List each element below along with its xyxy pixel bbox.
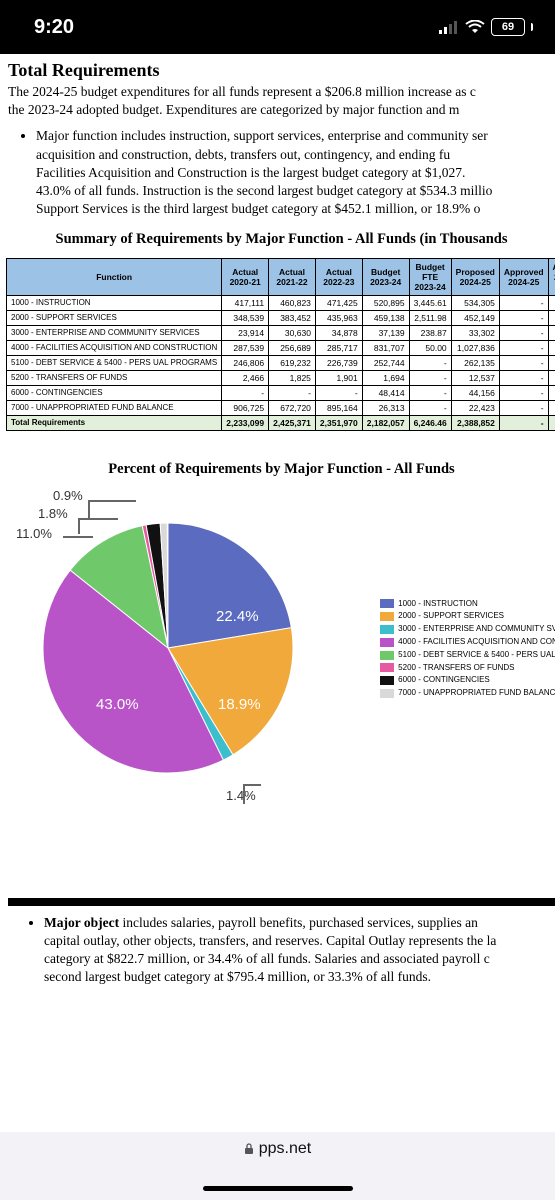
legend-item: 5200 - TRANSFERS OF FUNDS (380, 662, 555, 675)
chart-legend: 1000 - INSTRUCTION2000 - SUPPORT SERVICE… (380, 598, 555, 700)
legend-item: 7000 - UNAPPROPRIATED FUND BALANCE (380, 687, 555, 700)
pie-slice (168, 523, 291, 648)
slice-label: 18.9% (218, 696, 261, 713)
table-header: Proposed 2024-25 (451, 258, 499, 295)
legend-swatch (380, 651, 394, 660)
legend-swatch (380, 689, 394, 698)
table-header: Approved 2024-25 (499, 258, 548, 295)
table-row: 5200 - TRANSFERS OF FUNDS2,4661,8251,901… (7, 370, 555, 385)
footer-section: Major object includes salaries, payroll … (8, 906, 555, 987)
table-row: 7000 - UNAPPROPRIATED FUND BALANCE906,72… (7, 400, 555, 415)
bullet-list-1: Major function includes instruction, sup… (8, 127, 555, 218)
table-header: Budget FTE 2023-24 (409, 258, 451, 295)
legend-swatch (380, 676, 394, 685)
legend-item: 5100 - DEBT SERVICE & 5400 - PERS UAL PR… (380, 649, 555, 662)
legend-swatch (380, 612, 394, 621)
page-divider (8, 898, 555, 906)
table-header: Actual 2021-22 (269, 258, 316, 295)
table-row: 4000 - FACILITIES ACQUISITION AND CONSTR… (7, 340, 555, 355)
intro-paragraph: The 2024-25 budget expenditures for all … (8, 83, 555, 119)
requirements-table: FunctionActual 2020-21Actual 2021-22Actu… (6, 258, 555, 431)
table-row: 5100 - DEBT SERVICE & 5400 - PERS UAL PR… (7, 355, 555, 370)
legend-swatch (380, 599, 394, 608)
legend-swatch (380, 663, 394, 672)
table-total-row: Total Requirements2,233,0992,425,3712,35… (7, 415, 555, 430)
table-title: Summary of Requirements by Major Functio… (8, 231, 555, 248)
table-header: Function (7, 258, 222, 295)
document-viewport[interactable]: Total Requirements The 2024-25 budget ex… (0, 54, 555, 1132)
table-header: Budget 2023-24 (362, 258, 409, 295)
table-header: Adopt 2024-2 (548, 258, 555, 295)
lock-icon (244, 1143, 254, 1155)
status-bar: 9:20 69 (0, 0, 555, 54)
table-row: 3000 - ENTERPRISE AND COMMUNITY SERVICES… (7, 325, 555, 340)
home-indicator[interactable] (203, 1186, 353, 1191)
url-bar[interactable]: pps.net (244, 1140, 311, 1158)
table-header: Actual 2022-23 (315, 258, 362, 295)
slice-label: 43.0% (96, 696, 139, 713)
bullet-1: Major function includes instruction, sup… (36, 127, 555, 218)
table-row: 1000 - INSTRUCTION417,111460,823471,4255… (7, 295, 555, 310)
legend-swatch (380, 625, 394, 634)
callout-label: 1.4% (226, 788, 256, 803)
status-right: 69 (439, 18, 533, 36)
bullet-list-2: Major object includes salaries, payroll … (16, 914, 555, 987)
table-row: 2000 - SUPPORT SERVICES348,539383,452435… (7, 310, 555, 325)
pie-chart-area: 0.9% 1.8% 11.0% 1.4% 22.4% 18.9% 43.0% 1000 -… (8, 488, 555, 808)
callout-label: 11.0% (16, 526, 52, 541)
legend-item: 1000 - INSTRUCTION (380, 598, 555, 611)
table-header: Actual 2020-21 (222, 258, 269, 295)
table-row: 6000 - CONTINGENCIES---48,414-44,156- (7, 385, 555, 400)
section-title: Total Requirements (8, 60, 555, 81)
legend-swatch (380, 638, 394, 647)
slice-label: 22.4% (216, 608, 259, 625)
browser-bottom-bar[interactable]: pps.net (0, 1132, 555, 1200)
battery-icon: 69 (491, 18, 525, 36)
battery-cap (531, 23, 533, 31)
legend-item: 4000 - FACILITIES ACQUISITION AND CON (380, 636, 555, 649)
signal-icon (439, 20, 459, 34)
url-text: pps.net (259, 1140, 311, 1158)
callout-label: 0.9% (53, 488, 83, 503)
legend-item: 6000 - CONTINGENCIES (380, 674, 555, 687)
legend-item: 3000 - ENTERPRISE AND COMMUNITY SVCS (380, 623, 555, 636)
legend-item: 2000 - SUPPORT SERVICES (380, 610, 555, 623)
callout-label: 1.8% (38, 506, 68, 521)
pie-chart (38, 518, 298, 778)
wifi-icon (465, 20, 485, 34)
status-time: 9:20 (34, 16, 74, 39)
bullet-2: Major object includes salaries, payroll … (44, 914, 555, 987)
chart-title: Percent of Requirements by Major Functio… (8, 461, 555, 478)
